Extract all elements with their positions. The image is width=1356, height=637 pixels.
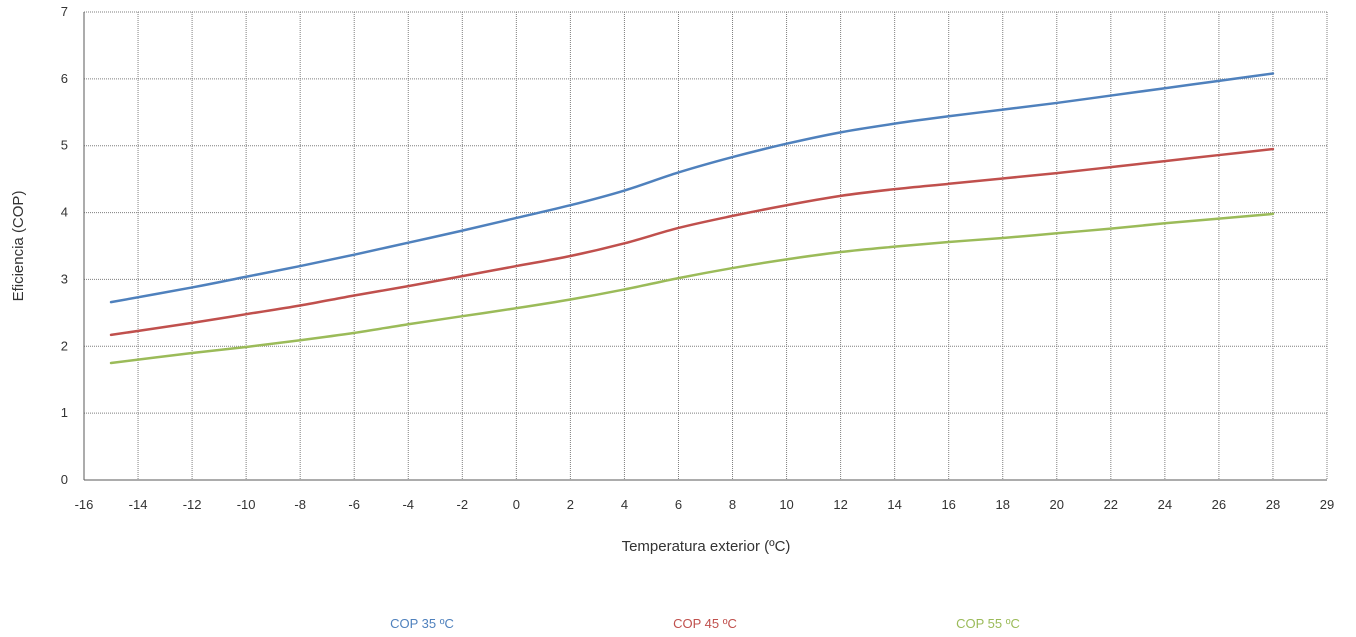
y-tick-label: 5 xyxy=(61,138,68,153)
legend: COP 35 ºC COP 45 ºC COP 55 ºC xyxy=(390,616,1020,631)
axes xyxy=(83,12,1327,481)
y-axis-title: Eficiencia (COP) xyxy=(10,191,27,302)
x-tick-label: 10 xyxy=(779,497,793,512)
x-tick-label: 14 xyxy=(887,497,901,512)
legend-entry-1: COP 35 ºC xyxy=(390,616,454,631)
x-tick-label: -14 xyxy=(129,497,148,512)
x-tick-label: -4 xyxy=(402,497,414,512)
x-tick-label: -6 xyxy=(348,497,360,512)
y-tick-label: 2 xyxy=(61,338,68,353)
y-tick-label: 7 xyxy=(61,4,68,19)
x-tick-label: 2 xyxy=(567,497,574,512)
x-tick-label: 4 xyxy=(621,497,628,512)
x-tick-label: 26 xyxy=(1212,497,1226,512)
series-line-1 xyxy=(109,72,1275,304)
series-line-3 xyxy=(109,212,1275,365)
y-tick-label: 3 xyxy=(61,271,68,286)
series-lines xyxy=(109,72,1275,365)
y-tick-label: 1 xyxy=(61,405,68,420)
x-tick-label: 0 xyxy=(513,497,520,512)
x-tick-label: -12 xyxy=(183,497,202,512)
x-axis-title: Temperatura exterior (ºC) xyxy=(622,538,791,555)
y-tick-label: 0 xyxy=(61,472,68,487)
x-tick-label: -2 xyxy=(457,497,469,512)
x-tick-label: 20 xyxy=(1050,497,1064,512)
y-tick-label: 6 xyxy=(61,71,68,86)
x-tick-label: 24 xyxy=(1158,497,1172,512)
x-tick-label: 29 xyxy=(1320,497,1334,512)
x-tick-label: -8 xyxy=(294,497,306,512)
x-tick-label: 8 xyxy=(729,497,736,512)
series-line-2 xyxy=(109,147,1275,337)
grid xyxy=(84,11,1328,480)
x-tick-label: -16 xyxy=(75,497,94,512)
x-tick-label: 22 xyxy=(1104,497,1118,512)
legend-entry-2: COP 45 ºC xyxy=(673,616,737,631)
legend-entry-3: COP 55 ºC xyxy=(956,616,1020,631)
x-tick-label: 18 xyxy=(996,497,1010,512)
x-tick-label: 6 xyxy=(675,497,682,512)
x-tick-label: 12 xyxy=(833,497,847,512)
x-tick-label: 28 xyxy=(1266,497,1280,512)
x-tick-label: 16 xyxy=(941,497,955,512)
x-tick-label: -10 xyxy=(237,497,256,512)
y-tick-label: 4 xyxy=(61,205,68,220)
